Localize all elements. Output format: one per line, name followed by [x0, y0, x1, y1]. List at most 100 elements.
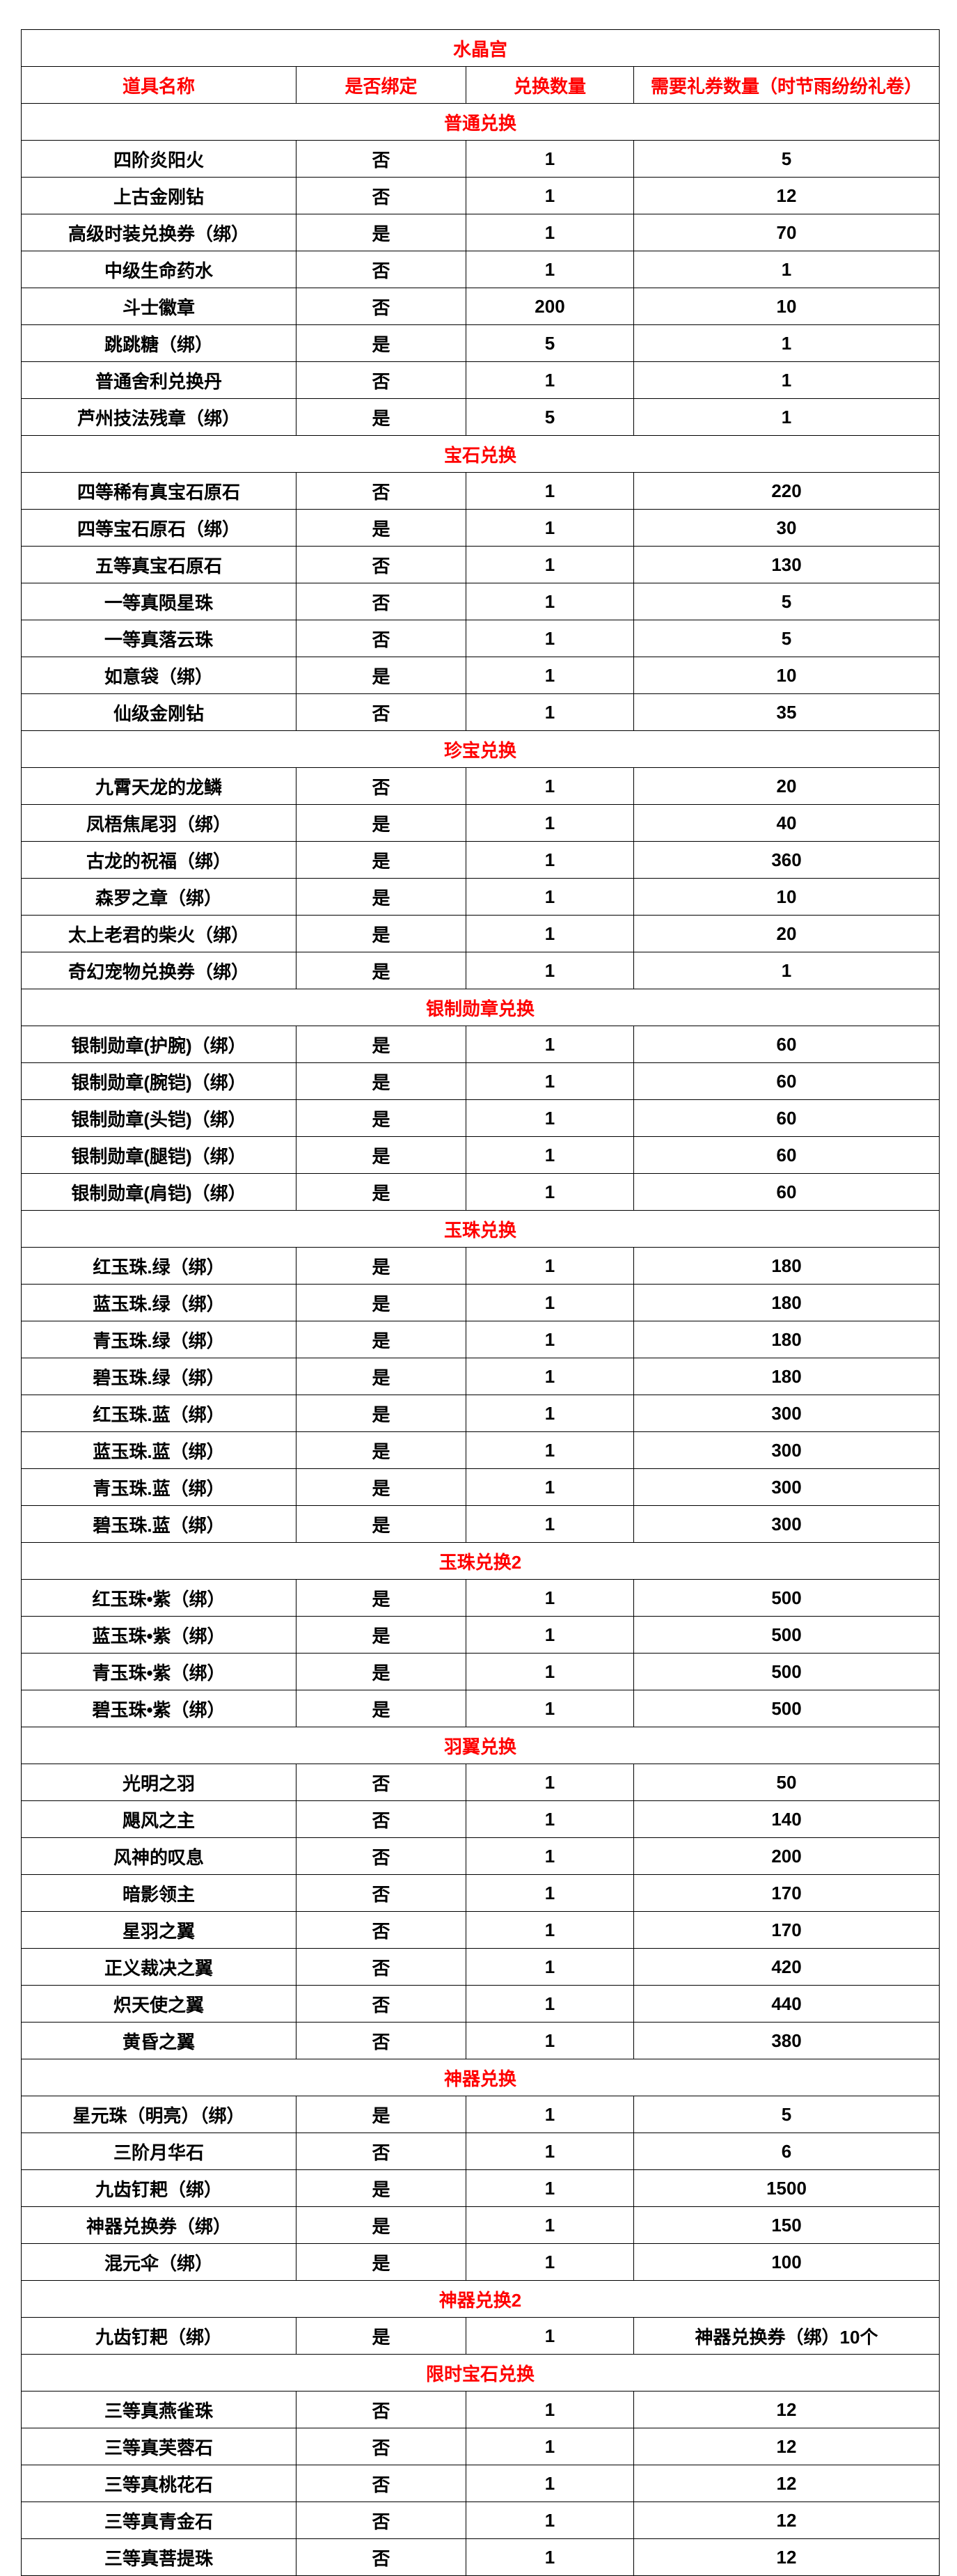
item-name-cell: 斗士徽章: [21, 288, 296, 325]
voucher-cost-cell: 170: [633, 1911, 940, 1949]
exchange-quantity-cell: 1: [466, 140, 634, 178]
bind-status-cell: 是: [296, 1579, 466, 1617]
bind-status-cell: 否: [296, 693, 466, 731]
exchange-quantity-cell: 1: [466, 2206, 634, 2244]
section-header-row: 玉珠兑换: [20, 1210, 940, 1248]
bind-status-cell: 否: [296, 288, 466, 325]
voucher-cost-cell: 5: [633, 140, 940, 178]
bind-status-cell: 是: [296, 1099, 466, 1137]
bind-status-cell: 是: [296, 1690, 466, 1727]
item-name-cell: 银制勋章(护腕)（绑）: [21, 1026, 296, 1063]
exchange-quantity-cell: 1: [466, 1505, 634, 1543]
exchange-quantity-cell: 1: [466, 1099, 634, 1137]
bind-status-cell: 是: [296, 657, 466, 694]
bind-status-cell: 是: [296, 1616, 466, 1654]
table-row: 银制勋章(肩铠)（绑）是 1 60: [21, 1173, 940, 1211]
exchange-quantity-cell: 1: [466, 1062, 634, 1100]
bind-status-cell: 是: [296, 841, 466, 879]
voucher-cost-cell: 神器兑换券（绑）10个: [633, 2317, 940, 2355]
bind-status-cell: 否: [296, 2428, 466, 2465]
voucher-cost-cell: 300: [633, 1468, 940, 1506]
voucher-cost-cell: 6: [633, 2133, 940, 2170]
table-row: 星元珠（明亮）（绑）是 1 5: [21, 2096, 940, 2133]
bind-status-cell: 否: [296, 1985, 466, 2023]
exchange-quantity-cell: 1: [466, 1690, 634, 1727]
bind-status-cell: 否: [296, 361, 466, 399]
bind-status-cell: 是: [296, 509, 466, 547]
item-name-cell: 银制勋章(腕铠)（绑）: [21, 1062, 296, 1100]
bind-status-cell: 否: [296, 472, 466, 510]
table-row: 三等真桃花石否 1 12: [21, 2465, 940, 2502]
voucher-cost-cell: 10: [633, 878, 940, 916]
table-row: 银制勋章(头铠)（绑）是 1 60: [21, 1099, 940, 1137]
bind-status-cell: 否: [296, 767, 466, 805]
voucher-cost-cell: 440: [633, 1985, 940, 2023]
bind-status-cell: 是: [296, 1505, 466, 1543]
voucher-cost-cell: 500: [633, 1653, 940, 1690]
item-name-cell: 碧玉珠.绿（绑）: [21, 1358, 296, 1395]
table-row: 古龙的祝福（绑）是 1 360: [21, 841, 940, 879]
item-name-cell: 碧玉珠.蓝（绑）: [21, 1505, 296, 1543]
bind-status-cell: 否: [296, 2391, 466, 2428]
section-title: 玉珠兑换: [20, 1210, 940, 1248]
item-name-cell: 太上老君的柴火（绑）: [21, 915, 296, 952]
table-row: 混元伞（绑）是 1 100: [21, 2243, 940, 2281]
item-name-cell: 奇幻宠物兑换券（绑）: [21, 952, 296, 989]
item-name-cell: 三等真青金石: [21, 2502, 296, 2539]
table-row: 如意袋（绑）是 1 10: [21, 657, 940, 694]
bind-status-cell: 否: [296, 1764, 466, 1801]
exchange-quantity-cell: 1: [466, 1468, 634, 1506]
voucher-cost-cell: 180: [633, 1358, 940, 1395]
voucher-cost-cell: 12: [633, 177, 940, 214]
voucher-cost-cell: 150: [633, 2206, 940, 2244]
exchange-quantity-cell: 1: [466, 2243, 634, 2281]
bind-status-cell: 否: [296, 2133, 466, 2170]
table-row: 四阶炎阳火否 1 5: [21, 140, 940, 178]
voucher-cost-cell: 180: [633, 1284, 940, 1321]
table-row: 四等稀有真宝石原石否 1 220: [21, 472, 940, 510]
table-row: 神器兑换券（绑）是 1 150: [21, 2206, 940, 2244]
exchange-quantity-cell: 1: [466, 952, 634, 989]
item-name-cell: 红玉珠.绿（绑）: [21, 1247, 296, 1285]
item-name-cell: 三等真燕雀珠: [21, 2391, 296, 2428]
table-row: 一等真落云珠否 1 5: [21, 620, 940, 657]
column-header-exchange-quantity: 兑换数量: [466, 66, 634, 104]
exchange-quantity-cell: 1: [466, 361, 634, 399]
table-row: 碧玉珠.绿（绑）是 1 180: [21, 1358, 940, 1395]
section-title: 神器兑换2: [20, 2280, 940, 2318]
item-name-cell: 青玉珠.绿（绑）: [21, 1321, 296, 1358]
item-name-cell: 神器兑换券（绑）: [21, 2206, 296, 2244]
item-name-cell: 凤梧焦尾羽（绑）: [21, 804, 296, 842]
bind-status-cell: 否: [296, 1874, 466, 1912]
bind-status-cell: 否: [296, 2502, 466, 2539]
table-row: 碧玉珠•紫（绑）是 1 500: [21, 1690, 940, 1727]
table-row: 三等真菩提珠否 1 12: [21, 2538, 940, 2576]
voucher-cost-cell: 1: [633, 324, 940, 362]
item-name-cell: 上古金刚钻: [21, 177, 296, 214]
title-row: 水晶宫: [20, 29, 940, 67]
bind-status-cell: 是: [296, 2206, 466, 2244]
bind-status-cell: 是: [296, 1136, 466, 1174]
exchange-quantity-cell: 1: [466, 915, 634, 952]
exchange-quantity-cell: 1: [466, 2428, 634, 2465]
exchange-quantity-cell: 1: [466, 620, 634, 657]
exchange-quantity-cell: 1: [466, 2538, 634, 2576]
bind-status-cell: 否: [296, 1800, 466, 1838]
column-header-item-name: 道具名称: [21, 66, 296, 104]
section-title: 银制勋章兑换: [20, 989, 940, 1026]
table-row: 红玉珠•紫（绑）是 1 500: [21, 1579, 940, 1617]
bind-status-cell: 是: [296, 1395, 466, 1432]
table-row: 三等真青金石否 1 12: [21, 2502, 940, 2539]
exchange-quantity-cell: 1: [466, 1911, 634, 1949]
voucher-cost-cell: 360: [633, 841, 940, 879]
exchange-quantity-cell: 1: [466, 1837, 634, 1875]
bind-status-cell: 否: [296, 1948, 466, 1986]
voucher-cost-cell: 130: [633, 546, 940, 583]
bind-status-cell: 是: [296, 1358, 466, 1395]
exchange-table: 水晶宫 道具名称 是否绑定 兑换数量 需要礼券数量（时节雨纷纷礼卷） 普通兑换四…: [20, 29, 940, 2576]
voucher-cost-cell: 300: [633, 1395, 940, 1432]
section-title: 羽翼兑换: [20, 1727, 940, 1764]
exchange-quantity-cell: 200: [466, 288, 634, 325]
voucher-cost-cell: 380: [633, 2022, 940, 2059]
table-row: 蓝玉珠•紫（绑）是 1 500: [21, 1616, 940, 1654]
